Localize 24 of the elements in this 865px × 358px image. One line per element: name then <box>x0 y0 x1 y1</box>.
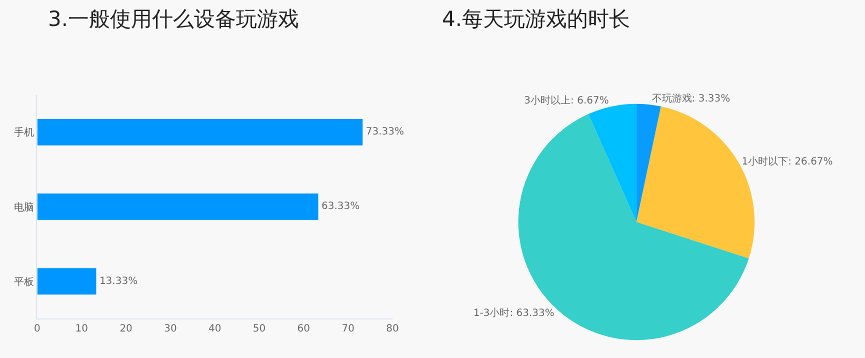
data-label: 13.33% <box>99 276 138 287</box>
data-label: 63.33% <box>321 201 360 212</box>
pie-slice <box>518 114 749 340</box>
x-tick-label: 40 <box>208 324 222 335</box>
x-tick-label: 10 <box>75 324 88 335</box>
slice-label: 不玩游戏: 3.33% <box>652 92 730 105</box>
y-tick-label: 平板 <box>14 276 34 288</box>
x-tick-label: 30 <box>164 324 177 335</box>
x-tick-label: 60 <box>297 324 310 335</box>
pie-slice <box>636 104 661 222</box>
slice-label: 3小时以上: 6.67% <box>524 94 609 107</box>
y-tick-label: 电脑 <box>14 201 34 214</box>
x-tick-label: 80 <box>386 324 399 335</box>
slice-label: 1小时以下: 26.67% <box>742 155 833 168</box>
x-tick-label: 70 <box>342 324 354 335</box>
y-tick-label: 手机 <box>14 126 34 139</box>
x-tick-label: 50 <box>252 324 266 335</box>
data-label: 73.33% <box>366 126 404 138</box>
chart-title: 4.每天玩游戏的时长 <box>442 7 630 31</box>
chart-title: 3.一般使用什么设备玩游戏 <box>48 7 300 31</box>
slice-label: 1-3小时: 63.33% <box>473 307 554 320</box>
x-tick-label: 0 <box>34 324 40 335</box>
pie-slice <box>588 104 636 222</box>
x-tick-label: 20 <box>120 324 132 335</box>
